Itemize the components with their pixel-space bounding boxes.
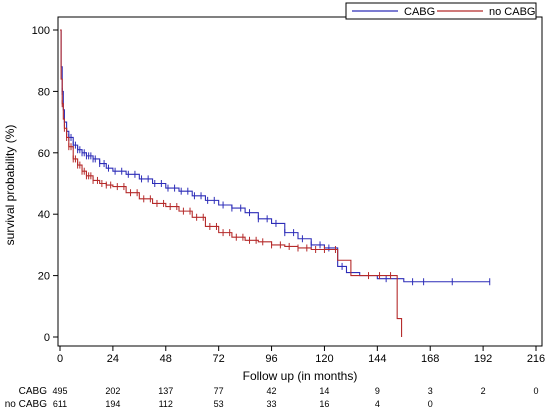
risk-cell: 33 bbox=[267, 399, 277, 409]
y-tick-label: 80 bbox=[38, 86, 50, 98]
x-tick-label: 0 bbox=[57, 353, 63, 365]
y-tick-label: 0 bbox=[44, 332, 50, 344]
x-tick-label: 72 bbox=[213, 353, 225, 365]
x-tick-label: 24 bbox=[107, 353, 119, 365]
risk-cell: 14 bbox=[319, 386, 329, 396]
y-tick-label: 20 bbox=[38, 271, 50, 283]
risk-cell: 0 bbox=[428, 399, 433, 409]
legend-label-cabg: CABG bbox=[404, 6, 435, 18]
legend: CABG no CABG bbox=[345, 2, 537, 20]
x-tick-label: 192 bbox=[474, 353, 492, 365]
axes: 0 24 48 72 96 120 144 168 192 216 0 20 40 60 80 100 bbox=[32, 16, 545, 365]
risk-row-label: CABG bbox=[19, 386, 48, 397]
x-tick-label: 96 bbox=[265, 353, 277, 365]
risk-cell: 137 bbox=[158, 386, 173, 396]
risk-cell: 112 bbox=[159, 399, 173, 409]
risk-cell: 77 bbox=[214, 386, 224, 396]
series-line-cabg bbox=[60, 29, 490, 283]
x-tick-label: 48 bbox=[160, 353, 172, 365]
risk-cell: 3 bbox=[428, 386, 433, 396]
x-tick-label: 120 bbox=[315, 353, 333, 365]
risk-cell: 0 bbox=[533, 386, 538, 396]
y-tick-label: 100 bbox=[32, 25, 50, 37]
risk-cell: 16 bbox=[319, 399, 329, 409]
x-tick-label: 216 bbox=[527, 353, 545, 365]
legend-label-no-cabg: no CABG bbox=[489, 6, 535, 18]
plot-frame bbox=[57, 16, 543, 347]
x-axis-label: Follow up (in months) bbox=[243, 369, 358, 383]
risk-cell: 4 bbox=[375, 399, 380, 409]
x-tick-label: 144 bbox=[368, 353, 386, 365]
y-tick-label: 60 bbox=[38, 148, 50, 160]
risk-cell: 194 bbox=[105, 399, 120, 409]
series-layer bbox=[60, 29, 491, 337]
x-tick-label: 168 bbox=[421, 353, 439, 365]
risk-cell: 611 bbox=[53, 399, 67, 409]
y-tick-label: 40 bbox=[38, 209, 50, 221]
risk-cell: 42 bbox=[267, 386, 277, 396]
risk-table: CABG 495 202 137 77 42 14 9 3 2 0 no CABG 611 194 112 5… bbox=[5, 386, 539, 410]
risk-cell: 202 bbox=[105, 386, 120, 396]
series-line-no-cabg bbox=[60, 29, 403, 337]
risk-cell: 2 bbox=[481, 386, 486, 396]
risk-cell: 53 bbox=[214, 399, 224, 409]
risk-row-label: no CABG bbox=[5, 399, 47, 410]
risk-cell: 9 bbox=[375, 386, 380, 396]
y-axis-label: survival probability (%) bbox=[3, 125, 17, 246]
risk-cell: 495 bbox=[52, 386, 67, 396]
